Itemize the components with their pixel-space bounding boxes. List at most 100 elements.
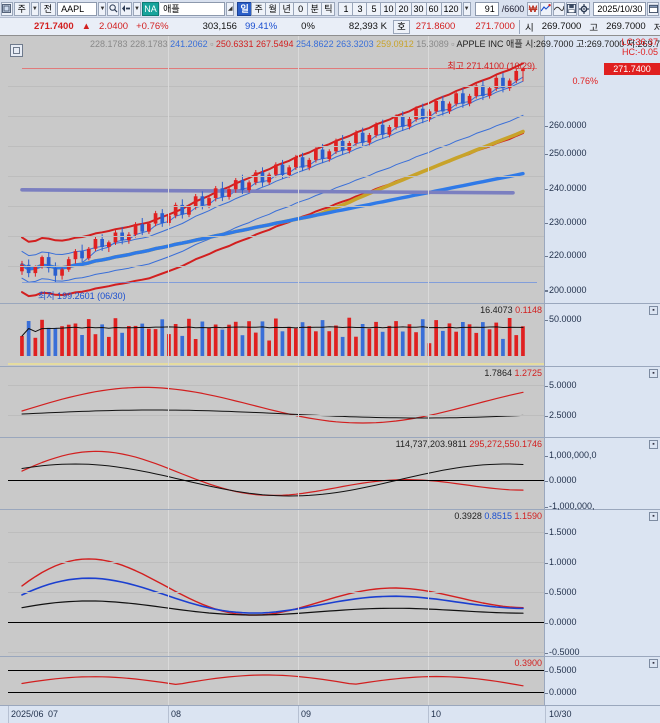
oscillator-3-svg: [21, 558, 524, 616]
osc3-tick-0-5: 0.5000: [545, 587, 577, 597]
date-axis[interactable]: 2025/06 07 08 09 10 10/30: [0, 705, 660, 723]
symbol-input[interactable]: AAPL: [57, 1, 98, 16]
period-button-month[interactable]: 월: [265, 1, 280, 16]
price-tick-250: 250.0000: [545, 148, 587, 158]
pane-volume-plot[interactable]: [8, 304, 545, 366]
flag-badge-icon: NA: [141, 1, 160, 16]
period-button-day[interactable]: 일: [237, 1, 252, 16]
quote-high-label: 고: [589, 22, 599, 34]
bar-count-total: /6600: [501, 3, 525, 14]
interval-button-120[interactable]: 120: [440, 1, 462, 16]
oscillator-1-svg: [21, 386, 524, 424]
volume-pane-minimize-button[interactable]: ▪: [649, 306, 658, 315]
gear-icon[interactable]: [578, 1, 591, 16]
compare-icon[interactable]: [539, 1, 552, 16]
period-button-year[interactable]: 년: [279, 1, 294, 16]
pane-oscillator-3-plot[interactable]: [8, 510, 545, 656]
interval-button-10[interactable]: 10: [380, 1, 396, 16]
quote-high: 269.7000: [606, 21, 646, 32]
legend-val-6: 263.3203: [336, 39, 374, 49]
legend-val-8: 15.3089: [416, 39, 449, 49]
pane-oscillator-2[interactable]: 114,737,203.9811 295,272,550.1746 ▪ 1,00…: [0, 438, 660, 511]
legend-val-1: 228.1783: [130, 39, 168, 49]
legend-marker-icon: ▫: [210, 39, 214, 49]
period-button-minute[interactable]: 분: [307, 1, 322, 16]
drawing-tool-button[interactable]: [10, 44, 23, 57]
interval-button-3[interactable]: 3: [352, 1, 367, 16]
oscillator-1-axis[interactable]: 5.0000 2.5000: [544, 367, 660, 437]
navigate-dropdown-icon[interactable]: ▼: [132, 1, 141, 16]
quote-bid: 271.7000: [475, 21, 515, 32]
interval-button-60[interactable]: 60: [425, 1, 441, 16]
volume-bars-svg: [8, 317, 545, 365]
symbol-dropdown-icon[interactable]: ▼: [98, 1, 107, 16]
oscillator-3-axis[interactable]: 1.5000 1.0000 0.5000 0.0000 -0.5000: [544, 510, 660, 657]
legend-val-2: 241.2062: [170, 39, 208, 49]
period-button-tick[interactable]: 틱: [321, 1, 336, 16]
date-label-4: 10: [431, 709, 442, 719]
osc3-legend-2: 1.1590: [514, 511, 542, 521]
osc3-pane-minimize-button[interactable]: ▪: [649, 512, 658, 521]
prev-button[interactable]: 전: [39, 1, 57, 16]
oscillator-4-axis[interactable]: 0.5000 0.0000 -0.5000: [544, 657, 660, 706]
interval-button-5[interactable]: 5: [366, 1, 381, 16]
lc-value: LC:36.37: [621, 37, 658, 47]
osc3-legend-0: 0.3928: [454, 511, 482, 521]
date-input[interactable]: 2025/10/30: [593, 1, 647, 16]
search-icon[interactable]: [107, 1, 119, 16]
interval-dropdown-icon[interactable]: ▼: [462, 1, 471, 16]
volume-axis[interactable]: 50.0000: [544, 304, 660, 366]
high-annotation: 최고 271.4100 (10/29): [447, 61, 535, 71]
oscillator-2-axis[interactable]: 1,000,000,0 0.0000 -1,000,000,: [544, 438, 660, 511]
interval-button-20[interactable]: 20: [395, 1, 411, 16]
quote-arrow-icon: ▲: [81, 21, 92, 32]
period-button-week[interactable]: 주: [251, 1, 266, 16]
quote-strip: 271.7400 ▲ 2.0400 +0.76% 303,156 99.41% …: [0, 18, 660, 47]
price-candlestick-svg: [20, 62, 537, 298]
pane-oscillator-4-plot[interactable]: [8, 657, 545, 706]
price-axis[interactable]: 260.0000 250.0000 240.0000 230.0000 220.…: [544, 36, 660, 303]
date-label-1: 07: [48, 709, 59, 719]
legend-ohlc: 시:269.7000 고:269.7000 저:269.7000 종:271.7…: [525, 39, 660, 49]
price-tick-220: 220.0000: [545, 250, 587, 260]
osc1-pane-minimize-button[interactable]: ▪: [649, 369, 658, 378]
osc1-tick-2-5: 2.5000: [545, 410, 577, 420]
date-label-3: 09: [301, 709, 312, 719]
pane-oscillator-2-plot[interactable]: [8, 438, 545, 509]
pane-oscillator-1-plot[interactable]: [8, 367, 545, 437]
legend-nickname: 애플: [506, 39, 523, 49]
interval-button-1[interactable]: 1: [338, 1, 353, 16]
market-type-button[interactable]: 주: [13, 1, 30, 16]
quote-change-pct: +0.76%: [136, 21, 169, 32]
price-tick-260: 260.0000: [545, 120, 587, 130]
save-icon[interactable]: [565, 1, 578, 16]
market-dropdown-icon[interactable]: ▼: [30, 1, 39, 16]
interval-button-group: 1 3 5 10 20 30 60 120: [338, 1, 462, 16]
company-name-input[interactable]: 애플: [160, 1, 226, 16]
navigate-icon[interactable]: [119, 1, 132, 16]
won-icon[interactable]: ₩: [527, 1, 539, 16]
legend-val-0: 228.1783: [90, 39, 128, 49]
osc1-legend-1: 1.2725: [514, 368, 542, 378]
pane-oscillator-4[interactable]: 0.3900 ▪ 0.5000 0.0000 -0.5000: [0, 657, 660, 723]
pane-price-plot[interactable]: [8, 36, 545, 303]
pane-oscillator-3[interactable]: 0.3928 0.8515 1.1590 ▪ 1.5000 1.0000 0.5…: [0, 510, 660, 657]
bar-count-input[interactable]: 91: [474, 1, 499, 16]
pane-volume[interactable]: 16.4073 0.1148 ▪ 50.0000: [0, 304, 660, 367]
company-name-dropdown-icon[interactable]: ◢: [226, 1, 235, 16]
legend-val-4: 267.5494: [255, 39, 294, 49]
osc1-tick-5: 5.0000: [545, 380, 577, 390]
osc2-tick-neg: -1,000,000,: [545, 501, 595, 511]
period-button-zero[interactable]: 0: [293, 1, 308, 16]
pane-oscillator-1[interactable]: 1.7864 1.2725 ▪ 5.0000 2.5000: [0, 367, 660, 438]
volume-legend-1: 0.1148: [515, 305, 542, 315]
pane-price[interactable]: 228.1783 228.1783 241.2062 ▫ 250.6331 26…: [0, 36, 660, 304]
calendar-icon[interactable]: [647, 1, 659, 16]
price-legend: 228.1783 228.1783 241.2062 ▫ 250.6331 26…: [90, 37, 660, 50]
osc2-pane-minimize-button[interactable]: ▪: [649, 440, 658, 449]
window-restore-icon[interactable]: [1, 1, 13, 16]
osc3-tick-neg-0-5: -0.5000: [545, 647, 580, 657]
interval-button-30[interactable]: 30: [410, 1, 426, 16]
crosshair-icon[interactable]: [552, 1, 565, 16]
osc4-pane-minimize-button[interactable]: ▪: [649, 659, 658, 668]
